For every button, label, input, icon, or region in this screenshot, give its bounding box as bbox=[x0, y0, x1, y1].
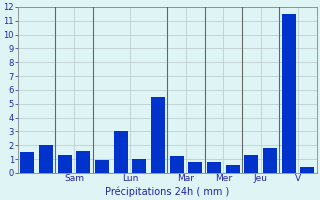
Bar bbox=[188, 162, 202, 173]
Bar bbox=[20, 152, 35, 173]
Bar bbox=[170, 156, 184, 173]
Bar bbox=[76, 151, 91, 173]
Bar bbox=[95, 160, 109, 173]
Bar bbox=[282, 14, 296, 173]
Bar bbox=[207, 162, 221, 173]
X-axis label: Précipitations 24h ( mm ): Précipitations 24h ( mm ) bbox=[105, 186, 229, 197]
Bar bbox=[244, 155, 258, 173]
Bar bbox=[263, 148, 277, 173]
Bar bbox=[39, 145, 53, 173]
Bar bbox=[114, 131, 128, 173]
Bar bbox=[300, 167, 314, 173]
Bar bbox=[58, 155, 72, 173]
Bar bbox=[226, 165, 240, 173]
Bar bbox=[151, 97, 165, 173]
Bar bbox=[132, 159, 146, 173]
